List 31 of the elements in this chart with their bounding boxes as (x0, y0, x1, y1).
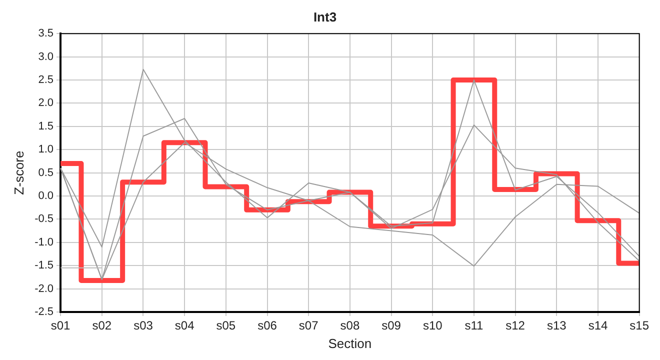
x-tick-label: s15 (630, 318, 650, 333)
y-axis-title: Z-score (11, 150, 26, 195)
x-axis-title: Section (328, 336, 372, 351)
y-tick-label: 1.5 (38, 120, 54, 132)
chart-title: Int3 (313, 9, 337, 24)
x-tick-label: s14 (588, 318, 608, 333)
x-tick-label: s01 (50, 318, 71, 333)
x-tick-label: s09 (382, 318, 402, 333)
x-tick-label: s07 (298, 318, 319, 333)
y-tick-label: -1.0 (34, 236, 54, 248)
y-tick-label: 2.5 (38, 74, 54, 86)
y-tick-label: 3.0 (38, 50, 54, 63)
y-tick-label: 2.0 (38, 97, 54, 110)
x-tick-label: s03 (134, 318, 154, 333)
x-tick-label: s10 (422, 318, 443, 333)
y-tick-label: 3.5 (38, 28, 54, 40)
x-tick-label: s12 (506, 318, 526, 333)
y-tick-label: 0.0 (38, 190, 54, 202)
x-tick-label: s11 (464, 318, 484, 333)
x-tick-label: s08 (340, 318, 360, 333)
x-tick-label: s02 (92, 318, 112, 333)
y-tick-label: 1.0 (38, 144, 54, 156)
x-tick-label: s06 (258, 318, 278, 333)
x-tick-label: s05 (216, 318, 236, 333)
x-tick-label: s13 (546, 318, 567, 333)
y-tick-label: -2.5 (34, 306, 54, 318)
x-tick-label: s04 (174, 318, 195, 333)
y-tick-label: -2.0 (34, 282, 54, 295)
y-tick-label: 0.5 (38, 166, 54, 179)
y-tick-label: -0.5 (34, 213, 54, 226)
y-tick-label: -1.5 (34, 260, 54, 272)
